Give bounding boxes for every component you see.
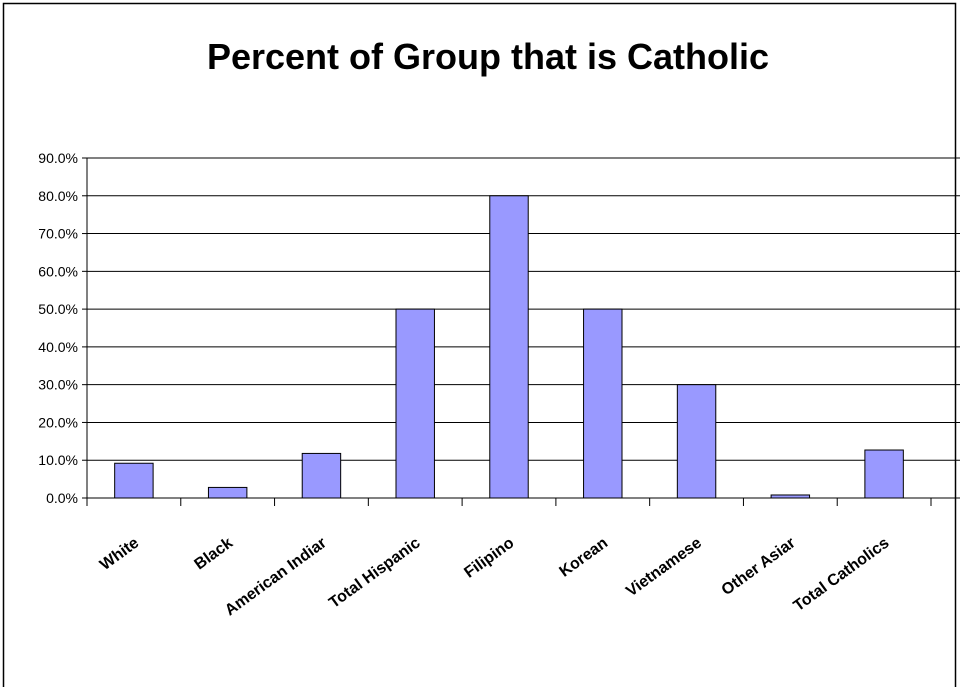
y-tick-label: 80.0% (38, 188, 78, 204)
bar (489, 195, 529, 499)
bar (583, 308, 623, 499)
bar (114, 462, 154, 499)
bar (864, 449, 904, 499)
bar (395, 308, 435, 499)
bar (301, 452, 342, 499)
y-tick-label: 50.0% (38, 301, 78, 317)
bar (207, 486, 248, 499)
y-tick-label: 90.0% (38, 150, 78, 166)
bar (676, 384, 717, 499)
chart-title: Percent of Group that is Catholic (207, 36, 769, 77)
y-tick-label: 30.0% (38, 377, 78, 393)
y-tick-label: 70.0% (38, 226, 78, 242)
y-tick-label: 0.0% (46, 490, 78, 506)
y-tick-label: 20.0% (38, 414, 78, 430)
y-tick-label: 10.0% (38, 452, 78, 468)
y-tick-label: 40.0% (38, 339, 78, 355)
y-tick-label: 60.0% (38, 263, 78, 279)
